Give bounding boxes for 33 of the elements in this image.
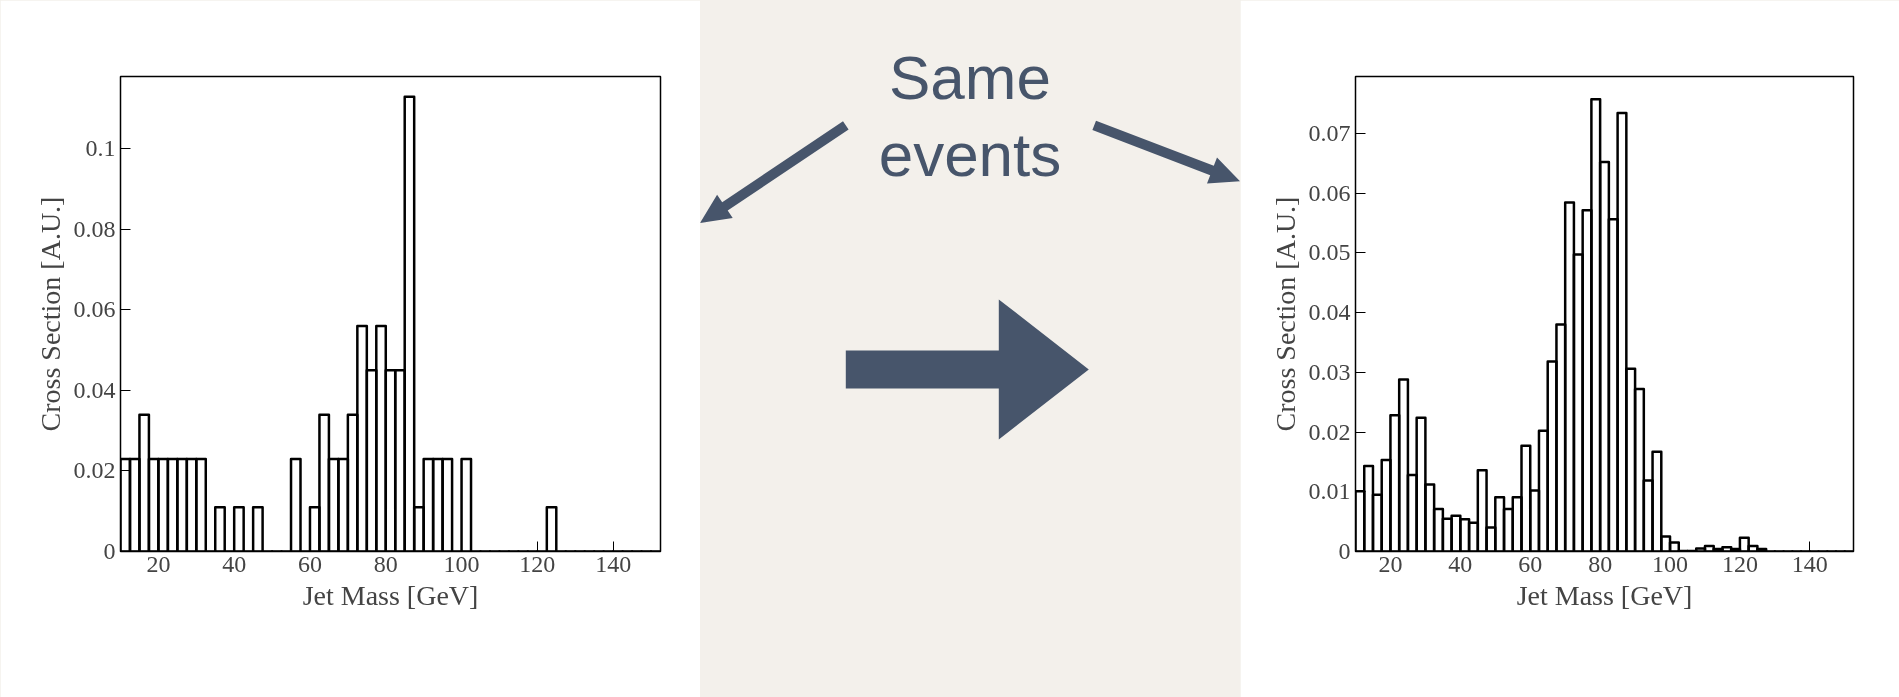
y-tick-label: 0.08: [73, 215, 116, 242]
x-tick-label: 100: [443, 550, 480, 577]
x-tick-label: 100: [1652, 550, 1689, 577]
x-tick-label: 60: [1518, 550, 1543, 577]
y-tick-label: 0.04: [1308, 299, 1351, 326]
x-tick-label: 40: [222, 550, 247, 577]
x-axis-title: Jet Mass [GeV]: [302, 579, 479, 611]
y-tick-label: 0.02: [1308, 418, 1351, 445]
y-axis-title: Cross Section [A.U.]: [1269, 196, 1301, 432]
x-tick-label: 20: [146, 550, 171, 577]
y-tick-label: 0.01: [1308, 478, 1351, 505]
y-tick-label: 0: [1338, 538, 1351, 564]
y-tick-label: 0.06: [73, 296, 116, 323]
x-tick-label: 140: [595, 550, 632, 577]
y-tick-label: 0: [103, 538, 116, 564]
y-tick-label: 0.05: [1308, 239, 1351, 266]
x-axis-title: Jet Mass [GeV]: [1516, 579, 1693, 611]
text: Same events: [878, 43, 1062, 190]
y-tick-label: 0.03: [1308, 358, 1351, 385]
y-tick-label: 0.07: [1308, 119, 1351, 146]
x-tick-label: 140: [1791, 550, 1828, 577]
y-tick-label: 0.02: [73, 457, 116, 484]
x-tick-label: 120: [519, 550, 556, 577]
x-tick-label: 40: [1448, 550, 1473, 577]
y-tick-label: 0.1: [85, 135, 116, 162]
y-axis-title: Cross Section [A.U.]: [34, 196, 66, 432]
x-tick-label: 20: [1378, 550, 1403, 577]
x-tick-label: 60: [297, 550, 322, 577]
y-tick-label: 0.04: [73, 376, 116, 403]
x-tick-label: 120: [1721, 550, 1758, 577]
x-tick-label: 80: [373, 550, 398, 577]
y-tick-label: 0.06: [1308, 179, 1351, 206]
x-tick-label: 80: [1588, 550, 1613, 577]
